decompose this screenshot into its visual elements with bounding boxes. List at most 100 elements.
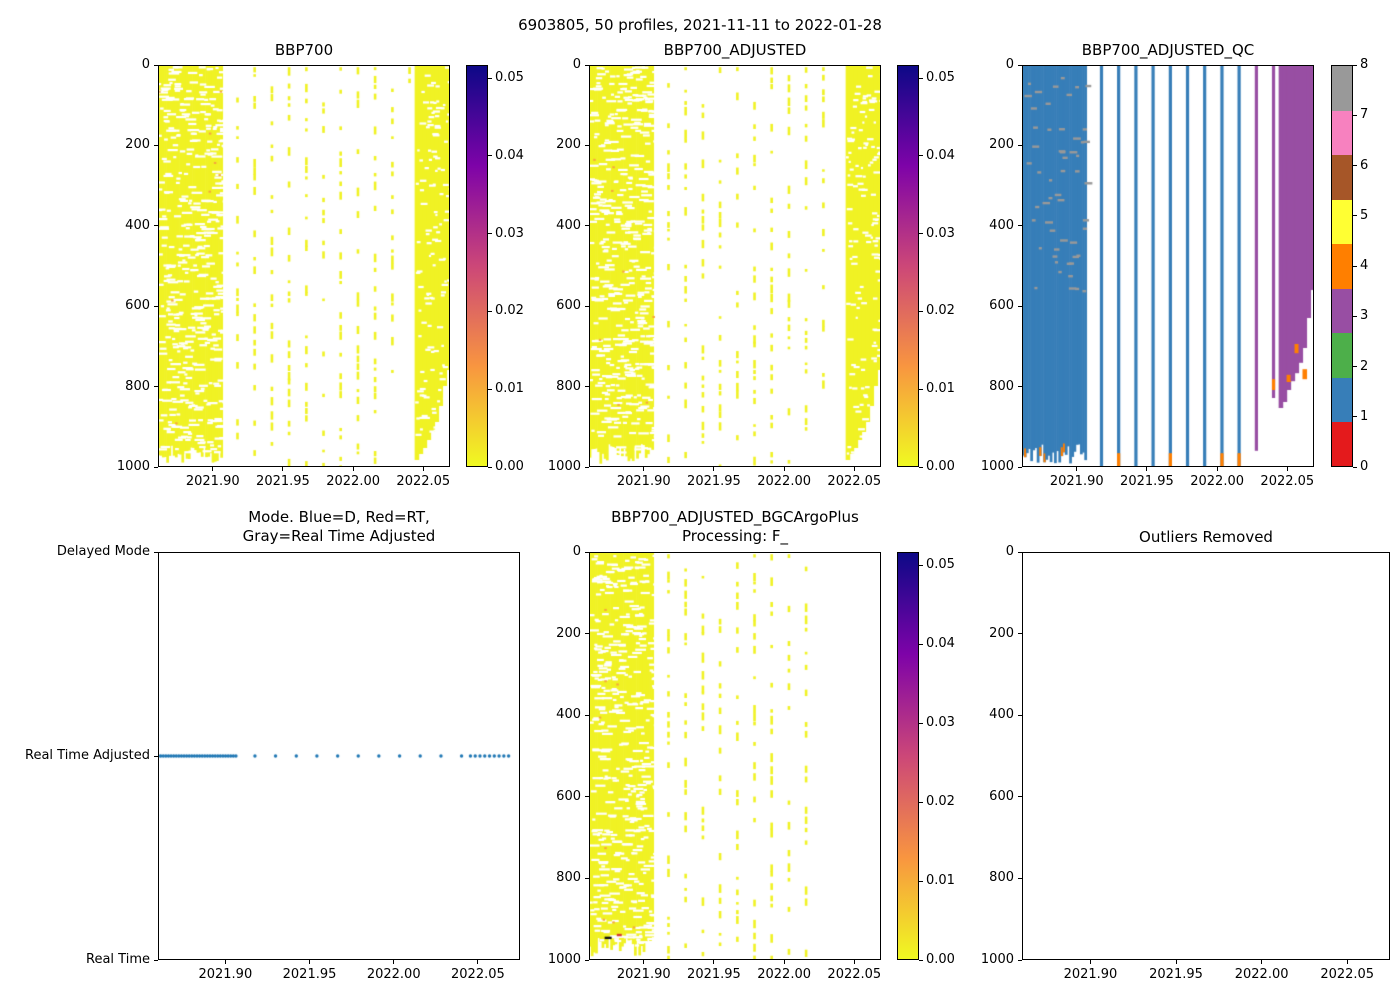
colorbar-tick-label: 5 [1360,207,1369,223]
colorbar-tick-mark [1353,466,1357,468]
colorbar-tick-mark [919,722,923,724]
panel-title-bgcargoplus: BBP700_ADJUSTED_BGCArgoPlus Processing: … [611,508,859,545]
x-tick-mark [1146,467,1148,471]
y-tick-mark [1018,959,1022,961]
y-tick-label: Real Time [86,952,150,967]
bbp700-heatmap-canvas [159,66,449,466]
x-tick-mark [282,467,284,471]
colorbar-tick-label: 0.05 [495,70,524,86]
colorbar-tick-mark [919,880,923,882]
colorbar-tick-label: 7 [1360,107,1369,123]
y-tick-label: 0 [1005,544,1014,559]
y-tick-mark [585,796,589,798]
x-tick-label: 2021.95 [687,967,741,982]
y-tick-label: 200 [556,137,581,153]
colorbar-tick-mark [488,466,492,468]
y-tick-label: 800 [125,378,150,394]
y-tick-mark [585,877,589,879]
panel-title-bbp700-adjusted-qc: BBP700_ADJUSTED_QC [1081,41,1255,59]
y-tick-mark [585,386,589,388]
colorbar-tick-mark [1353,416,1357,418]
colorbar-tick-label: 0.02 [926,303,955,319]
y-tick-mark [154,466,158,468]
colorbar-tick-label: 6 [1360,157,1369,173]
x-tick-label: 2021.95 [282,967,337,982]
plot-mode [158,552,520,960]
y-tick-mark [154,755,158,757]
x-tick-mark [212,467,214,471]
colorbar-bbp700 [466,65,488,467]
y-tick-label: 400 [125,217,150,233]
y-tick-label: Delayed Mode [56,544,150,559]
y-tick-mark [1018,225,1022,227]
panel-title-mode: Mode. Blue=D, Red=RT, Gray=Real Time Adj… [242,508,436,545]
colorbar-tick-label: 0.01 [495,381,524,397]
y-tick-mark [1018,551,1022,553]
colorbar-tick-label: 1 [1360,408,1369,424]
colorbar-tick-mark [488,77,492,79]
colorbar-tick-mark [919,388,923,390]
y-tick-mark [154,305,158,307]
x-tick-label: 2022.05 [827,967,882,982]
y-tick-label: 200 [989,625,1014,641]
qc-colorbar-segment [1332,199,1352,245]
y-tick-label: 600 [556,298,581,314]
y-tick-label: 800 [556,378,581,394]
x-tick-mark [853,467,855,471]
colorbar-tick-label: 3 [1360,308,1369,324]
x-tick-label: 2022.00 [326,474,380,489]
x-tick-mark [713,960,715,964]
y-tick-mark [1018,714,1022,716]
x-tick-mark [1076,467,1078,471]
x-tick-label: 2022.00 [1234,967,1289,982]
qc-heatmap-canvas [1023,66,1313,466]
x-tick-label: 2022.05 [1320,967,1375,982]
plot-bgcargoplus [589,552,881,960]
x-tick-mark [783,960,785,964]
x-tick-label: 2021.90 [198,967,253,982]
y-tick-mark [154,551,158,553]
colorbar-tick-label: 0.01 [926,873,955,889]
x-tick-mark [1261,960,1263,964]
y-tick-label: 1000 [547,952,581,967]
x-tick-mark [352,467,354,471]
qc-colorbar-segment [1332,421,1352,467]
qc-colorbar-segment [1332,243,1352,289]
x-tick-label: 2022.05 [396,474,451,489]
y-tick-label: 200 [989,137,1014,153]
panel-title-outliers-removed: Outliers Removed [1139,528,1273,546]
colorbar-tick-mark [919,564,923,566]
colorbar-tick-mark [488,155,492,157]
x-tick-label: 2022.00 [757,967,811,982]
x-tick-mark [1216,467,1218,471]
y-tick-mark [154,386,158,388]
colorbar-tick-label: 0.04 [495,147,524,163]
y-tick-label: 400 [556,217,581,233]
y-tick-mark [1018,305,1022,307]
y-tick-label: 0 [572,544,581,559]
panel-title-bbp700-adjusted: BBP700_ADJUSTED [663,41,807,59]
y-tick-mark [1018,386,1022,388]
y-tick-label: 600 [989,298,1014,314]
colorbar-tick-mark [1353,265,1357,267]
bgcargoplus-heatmap-canvas [590,553,880,959]
bbp700-adjusted-heatmap-canvas [590,66,880,466]
x-tick-mark [783,467,785,471]
y-tick-mark [585,633,589,635]
x-tick-mark [393,960,395,964]
y-tick-mark [154,959,158,961]
colorbar-tick-label: 0.03 [926,225,955,241]
colorbar-tick-mark [1353,114,1357,116]
x-tick-mark [1286,467,1288,471]
y-tick-label: 600 [556,788,581,804]
y-tick-mark [1018,796,1022,798]
x-tick-label: 2021.90 [185,474,240,489]
colorbar-tick-label: 0.00 [495,459,524,474]
colorbar-tick-label: 0 [1360,459,1369,474]
x-tick-label: 2022.05 [451,967,505,982]
y-tick-label: 600 [125,298,150,314]
y-tick-mark [154,144,158,146]
y-tick-mark [1018,466,1022,468]
x-tick-label: 2021.95 [256,474,310,489]
